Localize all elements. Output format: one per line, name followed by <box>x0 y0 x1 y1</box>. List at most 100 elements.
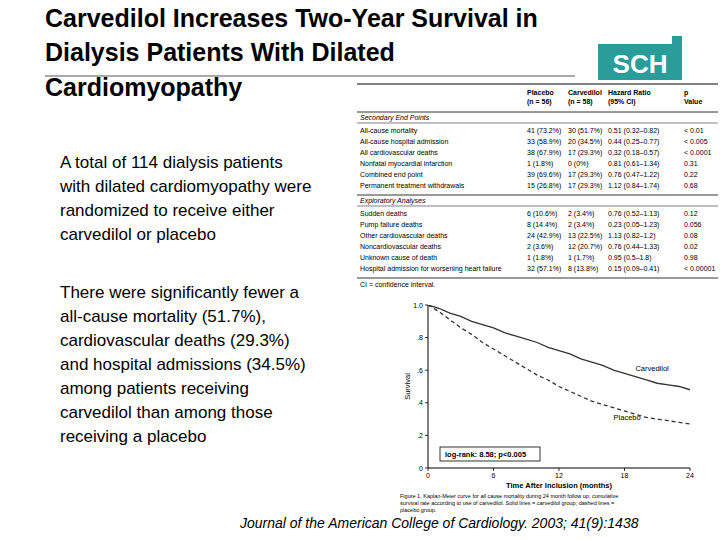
title-line: Cardiomyopathy <box>45 73 242 101</box>
figure-caption: Figure 1. Kaplan-Meier curve for all cau… <box>400 493 618 499</box>
y-tick-label: 0 <box>419 465 423 472</box>
findings-line: receiving a placebo <box>60 427 206 446</box>
table-cell: 0.51 (0.32–0.82) <box>608 127 659 135</box>
figure-caption: survival rate according to use of carved… <box>400 500 614 506</box>
table-cell: 8 (14.4%) <box>527 221 557 229</box>
intro-line: randomized to receive either <box>60 201 275 220</box>
curves <box>428 305 690 424</box>
table-cell: 17 (29.3%) <box>568 182 602 190</box>
y-tick-label: .4 <box>417 399 423 406</box>
km-chart: 0.2.4.6.81.006121824Time After Inclusion… <box>400 302 694 514</box>
table-rule <box>357 84 718 85</box>
slide: Carvedilol Increases Two-Year Survival i… <box>0 0 720 540</box>
table-section-title: Secondary End Points <box>360 114 430 122</box>
table-cell: 0.98 <box>684 254 698 261</box>
table-cell: Sudden deaths <box>360 210 408 217</box>
table-cell: 2 (3.4%) <box>568 210 594 218</box>
table-cell: 0.76 (0.44–1.33) <box>608 243 659 251</box>
title-line: Carvedilol Increases Two-Year Survival i… <box>45 4 538 32</box>
table-cell: All-cause hospital admission <box>360 138 448 146</box>
table-cell: 0.22 <box>684 171 698 178</box>
table-rule <box>357 195 718 196</box>
x-tick-label: 6 <box>492 472 496 479</box>
table-header: Carvedilol <box>568 89 602 96</box>
findings-line: among patients receiving <box>60 379 249 398</box>
table-section-title: Exploratory Analyses <box>360 197 426 205</box>
findings-line: and hospital admissions (34.5%) <box>60 355 306 374</box>
table-cell: 15 (26.8%) <box>527 182 561 190</box>
intro-line: carvedilol or placebo <box>60 225 216 244</box>
table-cell: < 0.01 <box>684 127 704 134</box>
table-cell: Permanent treatment withdrawals <box>360 182 465 189</box>
table-cell: < 0.00001 <box>684 265 715 272</box>
table-header: (n = 58) <box>568 98 593 106</box>
findings-line: There were significantly fewer a <box>60 283 300 302</box>
table-cell: 1 (1.8%) <box>527 254 553 262</box>
y-axis <box>428 305 429 468</box>
table-cell: 12 (20.7%) <box>568 243 602 251</box>
table-cell: All-cause mortality <box>360 127 418 135</box>
y-axis-label: Survival <box>403 373 412 400</box>
table-cell: 0.76 (0.47–1.22) <box>608 171 659 179</box>
logo-text: SCH <box>613 49 668 79</box>
survival-curve <box>428 305 690 390</box>
x-axis-label: Time After Inclusion (months) <box>506 481 612 490</box>
intro-line: A total of 114 dialysis patients <box>60 153 283 172</box>
table-rule <box>357 206 718 207</box>
table-cell: Other cardiovascular deaths <box>360 232 448 239</box>
y-tick-label: 1.0 <box>413 302 423 309</box>
table-header: Value <box>684 98 702 105</box>
table-cell: 0.76 (0.52–1.13) <box>608 210 659 218</box>
annotation: log-rank: 8.58; p<0.005 <box>445 450 526 459</box>
table-rule <box>357 278 718 279</box>
table-cell: 8 (13.8%) <box>568 265 598 273</box>
findings-line: carvedilol than among those <box>60 403 273 422</box>
table-cell: 0.12 <box>684 210 698 217</box>
x-tick-label: 24 <box>686 472 694 479</box>
table-header: (n = 56) <box>527 98 552 106</box>
table-cell: 0.23 (0.05–1.23) <box>608 221 659 229</box>
table-header: Hazard Ratio <box>608 89 651 96</box>
findings-line: all-cause mortality (51.7%), <box>60 307 266 326</box>
x-axis <box>428 468 690 469</box>
table-cell: Combined end point <box>360 171 423 179</box>
table-cell: 6 (10.6%) <box>527 210 557 218</box>
table-footnote: CI = confidence interval. <box>360 281 435 288</box>
table-cell: 1 (1.7%) <box>568 254 594 262</box>
table-cell: 0.08 <box>684 232 698 239</box>
series-label: Carvedilol <box>635 364 669 373</box>
series-label: Placebo <box>614 413 641 422</box>
table-header: Placebo <box>527 89 554 96</box>
table-cell: < 0.0001 <box>684 149 712 156</box>
table-cell: 20 (34.5%) <box>568 138 602 146</box>
findings-line: cardiovascular deaths (29.3%) <box>60 331 290 350</box>
table-cell: 0.02 <box>684 243 698 250</box>
table-cell: 0.95 (0.5–1.8) <box>608 254 652 262</box>
table-cell: 0.056 <box>684 221 702 228</box>
table-cell: 1.13 (0.82–1.2) <box>608 232 655 240</box>
figure-caption: placebo group. <box>400 507 437 513</box>
table-cell: Nonfatal myocardial infarction <box>360 160 452 168</box>
table-cell: 0.32 (0.18–0.57) <box>608 149 659 157</box>
table-cell: 0.31 <box>684 160 698 167</box>
citation: Journal of the American College of Cardi… <box>239 515 639 531</box>
table-cell: 33 (58.9%) <box>527 138 561 146</box>
table-cell: 17 (29.3%) <box>568 149 602 157</box>
x-tick-label: 18 <box>621 472 629 479</box>
title-rule <box>45 75 575 77</box>
table-cell: Pump failure deaths <box>360 221 423 229</box>
table-header: (95% CI) <box>608 98 636 106</box>
table-cell: 0 (0%) <box>568 160 589 168</box>
logo-box <box>598 44 682 80</box>
table-rule <box>357 123 718 124</box>
table-cell: 30 (51.7%) <box>568 127 602 135</box>
logo-accent <box>672 36 682 44</box>
table-cell: 2 (3.4%) <box>568 221 594 229</box>
table-cell: All cardiovascular deaths <box>360 149 438 156</box>
results-table: Placebo (n = 56) Carvedilol (n = 58) Hazard … <box>357 84 718 288</box>
table-header: p <box>684 89 688 97</box>
table-cell: 0.81 (0.61–1.34) <box>608 160 659 168</box>
table-cell: 39 (69.6%) <box>527 171 561 179</box>
table-cell: Unknown cause of death <box>360 254 437 261</box>
survival-curve <box>428 305 690 424</box>
